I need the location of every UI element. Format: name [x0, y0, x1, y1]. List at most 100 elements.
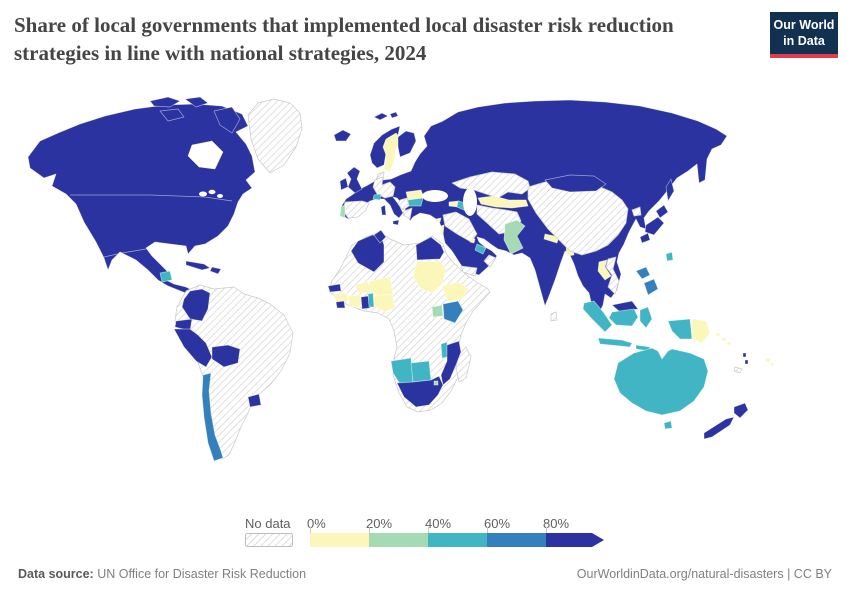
country-tunisia[interactable] [373, 229, 387, 244]
country-switzerland[interactable] [372, 193, 382, 201]
country-south-america[interactable] [174, 284, 294, 460]
map-legend: No data 0% 20% 40% 60% 80% [245, 516, 635, 550]
legend-tickmark [546, 527, 547, 533]
country-svalbard[interactable] [373, 111, 399, 121]
country-hispaniola[interactable] [209, 266, 222, 275]
country-cote-divoire[interactable] [347, 294, 363, 308]
country-north-korea[interactable] [631, 206, 642, 217]
country-sakhalin[interactable] [665, 178, 675, 202]
legend-arrow-icon [592, 533, 604, 547]
country-iceland[interactable] [333, 129, 352, 142]
legend-bin-60-80[interactable] [487, 533, 546, 547]
legend-tickmark [310, 527, 311, 533]
legend-color-bar [310, 533, 604, 547]
country-mongolia[interactable] [544, 174, 607, 193]
black-sea [422, 190, 448, 202]
data-source-label: Data source: [18, 567, 94, 581]
country-ireland[interactable] [339, 177, 349, 191]
country-israel-lebanon[interactable] [439, 224, 445, 237]
country-taiwan[interactable] [665, 251, 674, 262]
country-greenland[interactable] [247, 98, 303, 174]
country-new-caledonia[interactable] [733, 366, 743, 374]
country-cyprus[interactable] [434, 217, 442, 223]
country-tasmania[interactable] [663, 420, 673, 430]
country-namibia[interactable] [390, 357, 414, 385]
country-ghana[interactable] [360, 295, 371, 310]
country-uruguay[interactable] [247, 393, 262, 408]
world-map [0, 95, 850, 505]
legend-no-data-swatch[interactable] [245, 533, 293, 547]
country-canada-arctic-islands[interactable] [149, 96, 241, 134]
country-portugal[interactable] [339, 204, 346, 219]
country-senegal[interactable] [327, 283, 342, 293]
country-sicily[interactable] [392, 219, 400, 226]
country-sierra-leone[interactable] [335, 300, 346, 309]
legend-tick-80: 80% [543, 516, 570, 531]
country-indonesia[interactable] [582, 300, 693, 352]
owid-logo-line1: Our World [773, 18, 835, 32]
legend-bin-40-60[interactable] [428, 533, 487, 547]
country-bolivia[interactable] [211, 344, 241, 368]
country-kazakhstan[interactable] [451, 171, 531, 199]
country-pakistan[interactable] [503, 219, 526, 255]
country-sweden[interactable] [382, 132, 402, 173]
country-sardinia-corsica[interactable] [380, 204, 387, 216]
country-fiji[interactable] [765, 357, 775, 367]
country-greece[interactable] [402, 207, 413, 220]
country-germany-central-europe[interactable] [372, 176, 396, 199]
country-vanuatu[interactable] [742, 352, 749, 365]
legend-bin-0-20[interactable] [310, 533, 369, 547]
country-oman[interactable] [483, 254, 497, 268]
country-kuwait[interactable] [469, 237, 476, 244]
country-botswana[interactable] [410, 360, 432, 383]
country-sri-lanka[interactable] [550, 311, 558, 322]
data-source-text: UN Office for Disaster Risk Reduction [93, 567, 307, 581]
hudson-bay [187, 140, 224, 170]
country-guatemala[interactable] [159, 270, 173, 283]
country-vietnam[interactable] [605, 256, 620, 295]
country-burkina-faso[interactable] [354, 281, 372, 294]
country-chile[interactable] [201, 372, 224, 462]
country-egypt[interactable] [415, 236, 445, 261]
country-ethiopia[interactable] [441, 281, 470, 303]
country-laos[interactable] [597, 259, 612, 281]
country-japan[interactable] [639, 204, 669, 244]
country-colombia[interactable] [181, 288, 211, 322]
country-mozambique[interactable] [440, 340, 462, 386]
country-papua-new-guinea[interactable] [691, 318, 711, 344]
country-togo-benin[interactable] [367, 292, 375, 308]
country-bulgaria[interactable] [407, 197, 424, 207]
country-finland[interactable] [397, 130, 417, 158]
country-guinea[interactable] [332, 292, 349, 303]
great-lakes [199, 191, 207, 197]
country-kenya[interactable] [442, 300, 464, 324]
legend-tickmark [428, 527, 429, 533]
country-yemen[interactable] [460, 265, 478, 277]
country-solomon-islands[interactable] [715, 332, 732, 346]
country-west-balkans[interactable] [397, 197, 410, 211]
footer: Data source: UN Office for Disaster Risk… [0, 567, 850, 581]
legend-bin-20-40[interactable] [369, 533, 428, 547]
great-lakes [208, 189, 216, 195]
country-uzbekistan-kyrgyzstan[interactable] [477, 195, 529, 209]
owid-logo[interactable]: Our World in Data [770, 12, 838, 59]
country-philippines[interactable] [635, 266, 659, 296]
country-new-zealand[interactable] [703, 402, 749, 440]
country-south-africa[interactable] [396, 375, 444, 408]
owid-logo-line2: in Data [783, 33, 825, 48]
country-australia[interactable] [613, 347, 709, 416]
great-lakes [217, 194, 223, 198]
legend-bin-80-100[interactable] [546, 533, 592, 547]
legend-tick-20: 20% [366, 516, 393, 531]
country-eswatini[interactable] [433, 380, 439, 386]
page-title: Share of local governments that implemen… [14, 13, 674, 65]
legend-tick-40: 40% [425, 516, 452, 531]
footer-link[interactable]: OurWorldinData.org/natural-disasters | C… [576, 567, 832, 581]
country-syria-iraq-jordan[interactable] [442, 211, 478, 243]
country-united-kingdom[interactable] [346, 166, 363, 194]
country-united-arab-emirates[interactable] [474, 243, 487, 255]
country-sudan[interactable] [412, 260, 447, 294]
country-spain[interactable] [342, 200, 370, 219]
country-uganda[interactable] [431, 304, 444, 318]
country-cuba[interactable] [185, 260, 211, 271]
